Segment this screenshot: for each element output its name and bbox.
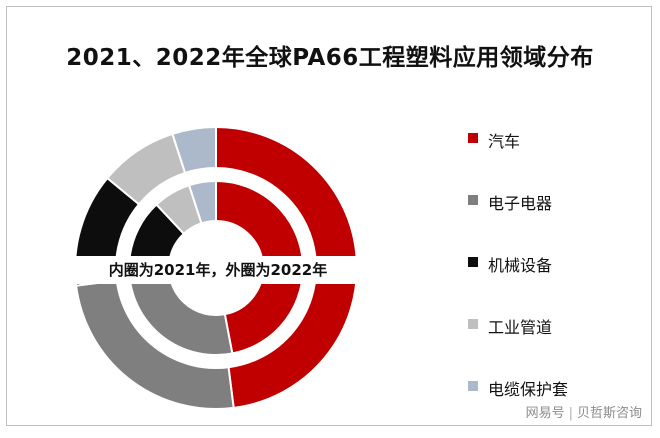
legend-swatch (468, 133, 478, 143)
legend-item: 机械设备 (468, 252, 568, 314)
legend-item: 工业管道 (468, 314, 568, 376)
ring-explanation-label: 内圈为2021年，外圈为2022年 (72, 256, 364, 284)
legend-label: 工业管道 (488, 318, 553, 337)
slice-outer-2022-0 (215, 125, 358, 410)
legend-label: 机械设备 (488, 256, 553, 275)
legend-item: 汽车 (468, 128, 568, 190)
legend-swatch (468, 257, 478, 267)
chart-legend: 汽车电子电器机械设备工业管道电缆保护套 (468, 128, 568, 438)
slice-outer-2022-4 (171, 125, 217, 175)
chart-frame (6, 6, 652, 426)
legend-label: 电子电器 (488, 194, 553, 213)
slice-inner-2021-0 (215, 179, 304, 355)
watermark-author: 贝哲斯咨询 (576, 406, 642, 421)
slice-inner-2021-4 (187, 179, 217, 225)
watermark-brand: 网易号 (525, 406, 565, 421)
watermark: 网易号 | 贝哲斯咨询 (525, 406, 642, 421)
legend-item: 电子电器 (468, 190, 568, 252)
legend-swatch (468, 319, 478, 329)
legend-label: 电缆保护套 (488, 380, 569, 399)
legend-swatch (468, 381, 478, 391)
legend-item: 电缆保护套 (468, 376, 568, 438)
chart-title: 2021、2022年全球PA66工程塑料应用领域分布 (66, 45, 594, 71)
legend-label: 汽车 (488, 132, 521, 151)
legend-swatch (468, 195, 478, 205)
